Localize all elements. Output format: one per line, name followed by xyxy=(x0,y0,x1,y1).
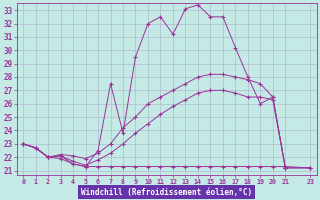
X-axis label: Windchill (Refroidissement éolien,°C): Windchill (Refroidissement éolien,°C) xyxy=(81,188,252,197)
